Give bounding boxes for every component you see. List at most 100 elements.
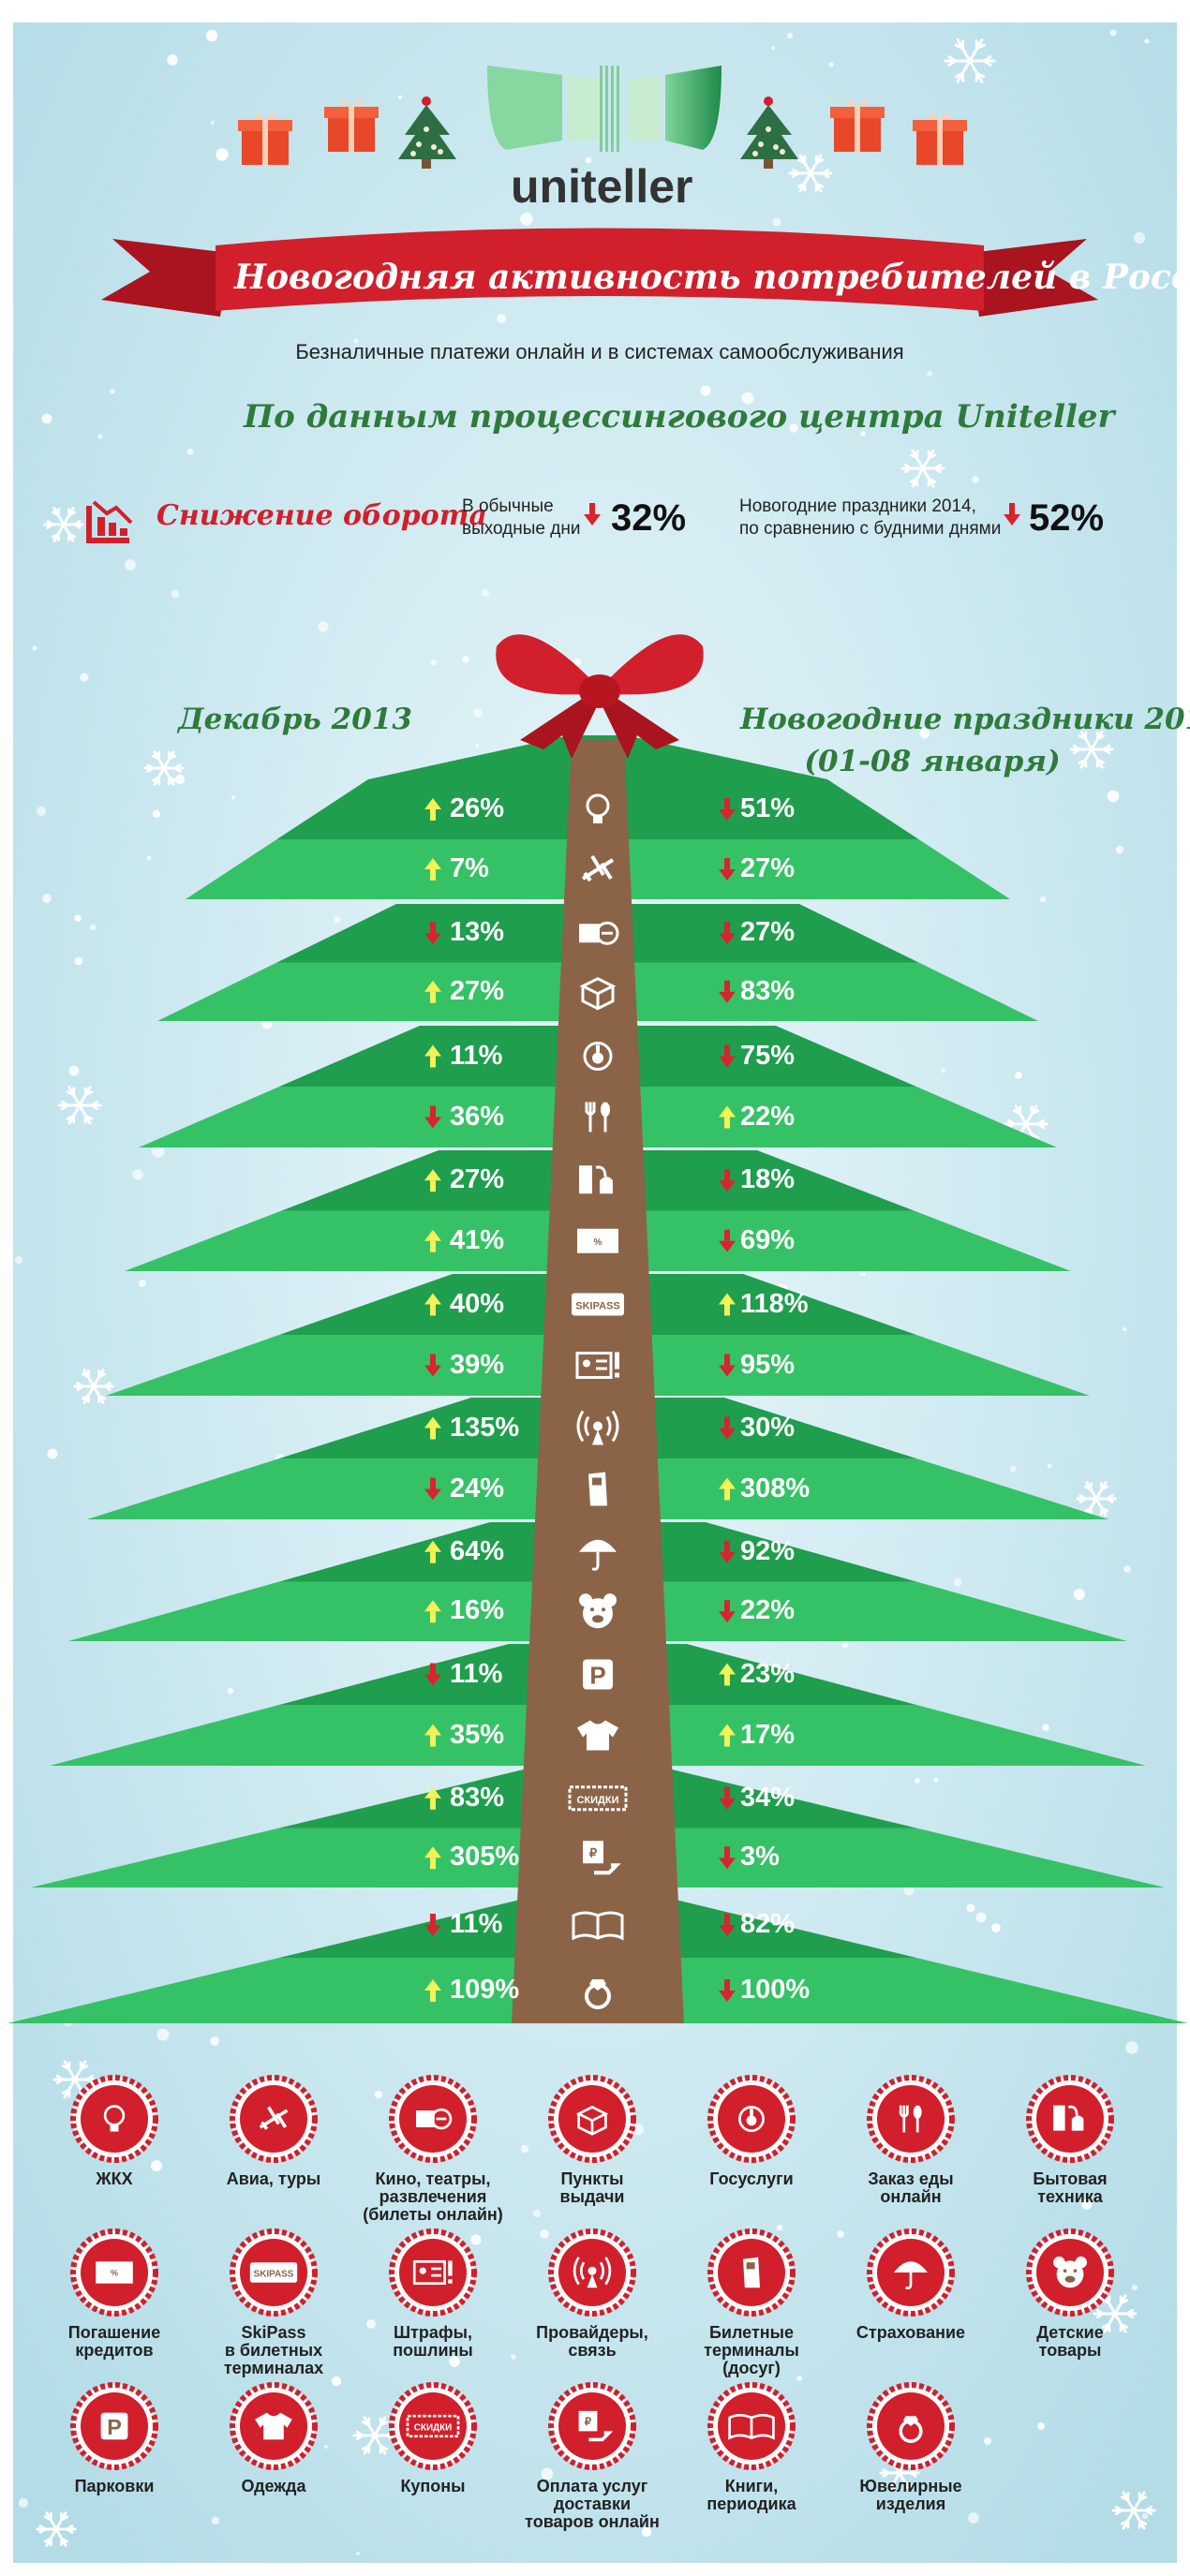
arrow-down-icon	[424, 1914, 441, 1936]
fork-spoon-icon	[899, 2105, 922, 2133]
holiday-decline-value: 52%	[1029, 497, 1105, 539]
arrow-up-icon	[424, 1169, 441, 1192]
arrow-down-icon	[424, 922, 441, 945]
legend-badge	[548, 2075, 636, 2163]
arrow-down-icon	[719, 1846, 736, 1870]
legend-badge: SKIPASS	[230, 2228, 318, 2317]
snow-dot	[205, 29, 218, 42]
weekend-down-arrow	[584, 503, 601, 526]
teddy-bear-icon	[1053, 2256, 1087, 2288]
legend-label-line: изделия	[875, 2495, 946, 2513]
svg-text:₽: ₽	[585, 2416, 592, 2428]
legend-label-line: доставки	[553, 2495, 632, 2513]
legend-label-line: техника	[1037, 2187, 1103, 2206]
snow-dot	[1109, 29, 1117, 37]
badge-circle	[1036, 2085, 1104, 2153]
snow-dot	[919, 728, 930, 739]
snow-dot	[146, 855, 152, 861]
legend-label: Оплата услуг доставки товаров онлайн	[513, 2478, 672, 2531]
arrow-up-icon	[424, 1044, 441, 1068]
airplane-icon	[259, 2106, 289, 2130]
snow-dot	[470, 2234, 482, 2245]
parking-icon-text: P	[107, 2415, 122, 2439]
legend-label-line: онлайн	[880, 2187, 942, 2206]
arrow-up-icon	[719, 1105, 736, 1129]
snow-dot	[1074, 1589, 1085, 1600]
umbrella-icon	[579, 1539, 617, 1571]
arrow-down-icon	[719, 1540, 736, 1563]
snow-dot	[520, 213, 533, 226]
snow-dot	[520, 2144, 529, 2154]
legend-label-line: товаров онлайн	[525, 2512, 660, 2531]
arrow-down-icon	[424, 1105, 441, 1129]
snow-dot	[1144, 38, 1150, 44]
snow-dot	[541, 2467, 554, 2480]
appliances-icon	[1053, 2105, 1084, 2131]
left-value: 39%	[450, 1349, 505, 1380]
right-value: 92%	[740, 1535, 796, 1566]
weekend-label-line2: выходные дни	[462, 519, 581, 539]
snow-dot	[449, 2356, 460, 2367]
snow-dot	[1107, 790, 1120, 803]
snow-dot	[1141, 2512, 1149, 2520]
snow-dot	[787, 33, 793, 38]
snow-dot	[991, 1923, 1001, 1932]
arrow-down-icon	[719, 1169, 736, 1192]
skipass-icon: SKIPASS	[249, 2262, 298, 2283]
legend-label: Погашение кредитов	[35, 2324, 194, 2360]
ticket-e-icon	[416, 2108, 453, 2130]
arrow-down-icon	[719, 1229, 736, 1252]
right-value: 27%	[740, 853, 796, 883]
coupon-icon-text: СКИДКИ	[414, 2423, 452, 2434]
arrow-down-icon	[719, 1044, 736, 1068]
snow-dot	[772, 412, 783, 423]
snow-dot	[74, 956, 83, 966]
ring-icon	[585, 1979, 611, 2009]
legend-label-line: Книги,	[724, 2477, 779, 2495]
snow-dot	[171, 589, 180, 599]
snow-dot	[585, 156, 592, 164]
snowflake-icon	[36, 2511, 77, 2547]
legend-badge	[707, 2382, 796, 2470]
holiday-label-line2: по сравнению с будними днями	[739, 519, 1002, 539]
legend-label: Заказ еды онлайн	[831, 2170, 990, 2206]
skipass-icon: SKIPASS	[572, 1293, 624, 1316]
snow-dot	[42, 894, 52, 903]
legend-label-line: Бытовая	[1033, 2169, 1108, 2188]
arrow-up-icon	[424, 1600, 441, 1623]
coupon-icon: СКИДКИ	[568, 1785, 628, 1812]
snowflake-icon	[1111, 2491, 1156, 2530]
arrow-down-icon	[719, 1600, 736, 1623]
snow-dot	[14, 1255, 23, 1265]
arrow-up-icon	[424, 1540, 441, 1563]
legend-label-line: Детские	[1036, 2323, 1104, 2342]
left-value: 40%	[450, 1288, 505, 1319]
snow-dot	[331, 2376, 342, 2387]
arrow-down-icon	[719, 922, 736, 945]
antenna-icon	[576, 1410, 619, 1445]
left-value: 11%	[450, 1040, 503, 1071]
terminal-icon	[588, 1472, 607, 1506]
snow-dot	[641, 2526, 652, 2538]
parking-icon-text: P	[589, 1662, 605, 1690]
ribbon-body	[216, 228, 984, 311]
delivery-payment-icon: ₽	[583, 1841, 621, 1875]
red-bow-icon	[496, 634, 704, 759]
snow-dot	[789, 423, 798, 433]
snow-dot	[334, 916, 341, 924]
legend-badge	[707, 2228, 796, 2317]
snowflake-icon	[900, 449, 945, 488]
svg-text:%: %	[594, 1237, 602, 1248]
arrow-down-icon	[719, 798, 736, 821]
snow-dot	[156, 2028, 170, 2041]
logo-stripe	[605, 66, 608, 152]
bow-loop-left	[496, 634, 600, 695]
stamp-icon	[583, 1042, 613, 1071]
snow-dot	[231, 794, 236, 800]
legend-label-line: Кино, театры,	[375, 2169, 491, 2188]
logo-stripe	[600, 66, 602, 152]
legend-label: Авиа, туры	[194, 2170, 353, 2188]
legend-label-line: Оплата услуг	[536, 2477, 648, 2495]
gift-icon	[913, 112, 967, 165]
